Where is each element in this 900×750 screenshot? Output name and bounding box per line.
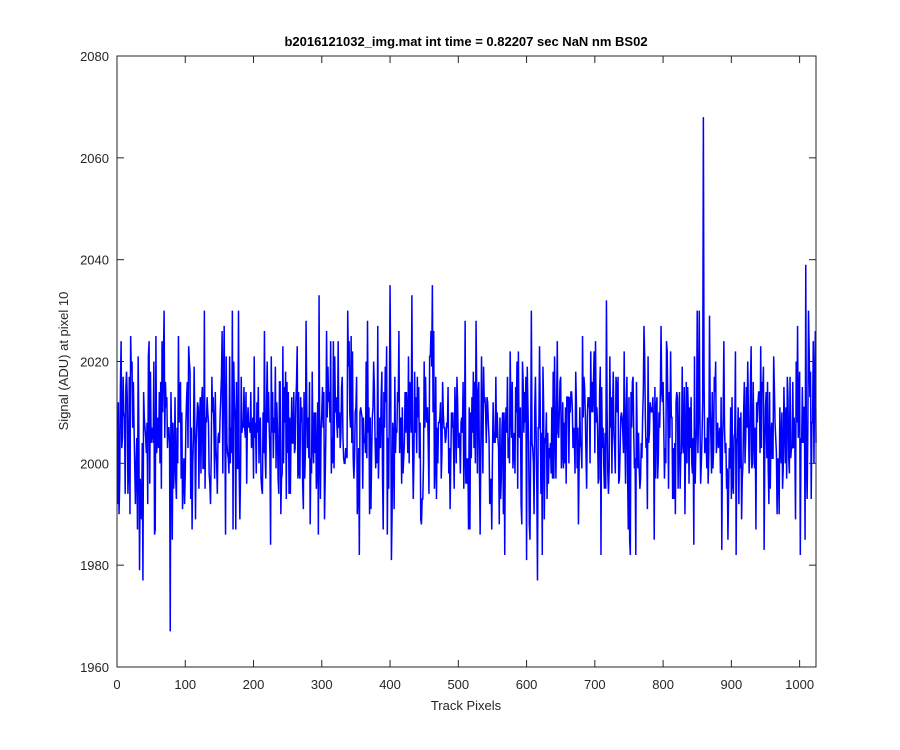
x-axis-label: Track Pixels bbox=[431, 698, 502, 713]
y-tick-label: 1960 bbox=[80, 660, 109, 675]
y-tick-label: 2060 bbox=[80, 151, 109, 166]
y-tick-label: 2040 bbox=[80, 253, 109, 268]
chart-title: b2016121032_img.mat int time = 0.82207 s… bbox=[284, 34, 647, 49]
data-series bbox=[116, 117, 817, 632]
x-tick-label: 200 bbox=[243, 677, 265, 692]
y-tick-label: 2080 bbox=[80, 49, 109, 64]
x-tick-label: 1000 bbox=[785, 677, 814, 692]
y-axis: 1960 1980 2000 2020 2040 2060 2080 bbox=[80, 49, 816, 675]
x-tick-label: 600 bbox=[516, 677, 538, 692]
y-tick-label: 2000 bbox=[80, 456, 109, 471]
x-tick-label: 500 bbox=[447, 677, 469, 692]
series-line bbox=[116, 117, 817, 632]
x-tick-label: 300 bbox=[311, 677, 333, 692]
y-tick-label: 1980 bbox=[80, 558, 109, 573]
x-axis: 0 100 200 300 400 500 600 700 800 900 1000 bbox=[113, 56, 814, 692]
x-tick-label: 100 bbox=[174, 677, 196, 692]
x-tick-label: 400 bbox=[379, 677, 401, 692]
x-tick-label: 800 bbox=[652, 677, 674, 692]
x-tick-label: 700 bbox=[584, 677, 606, 692]
x-tick-label: 0 bbox=[113, 677, 120, 692]
y-tick-label: 2020 bbox=[80, 355, 109, 370]
y-axis-label: Signal (ADU) at pixel 10 bbox=[56, 292, 71, 431]
plot-area: 0 100 200 300 400 500 600 700 800 900 1000 1960 198… bbox=[80, 49, 817, 692]
x-tick-label: 900 bbox=[721, 677, 743, 692]
